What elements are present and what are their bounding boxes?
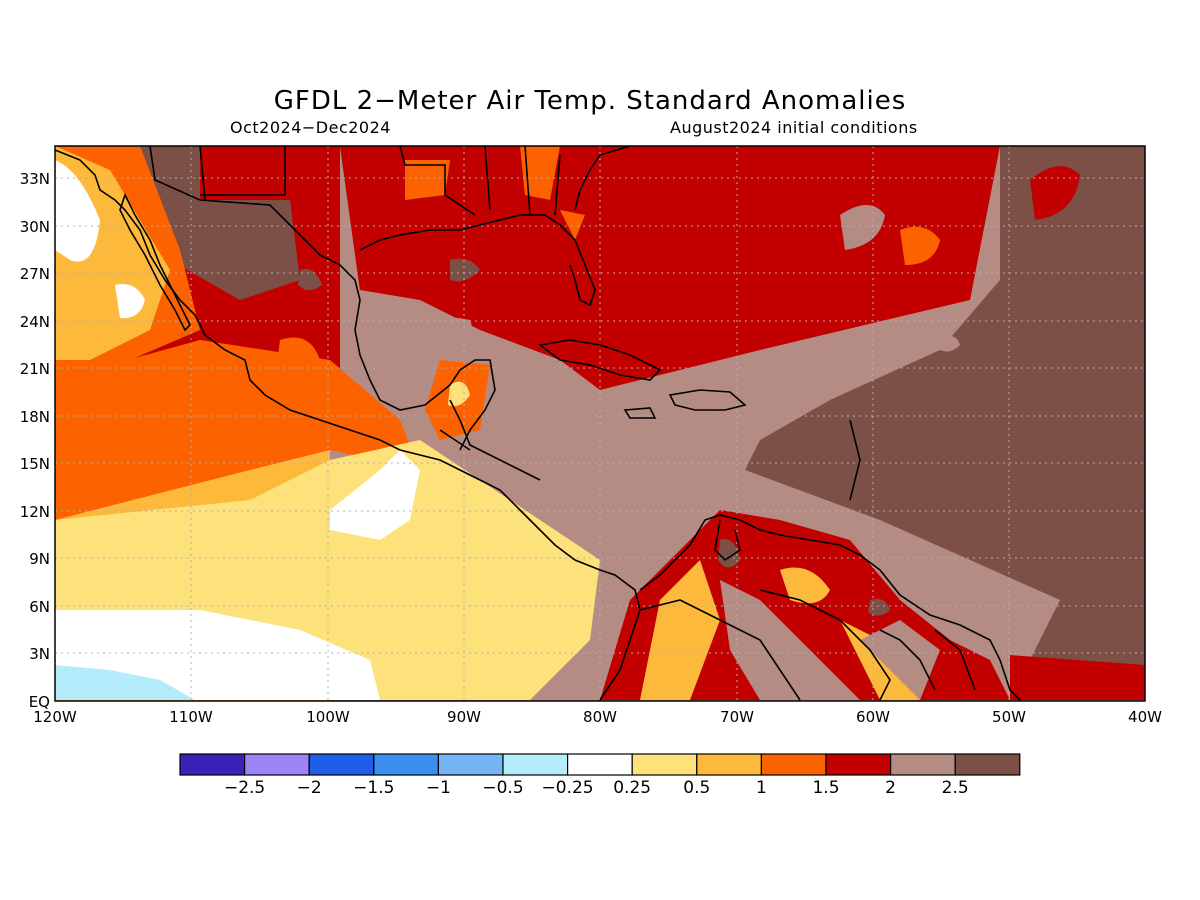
colorbar: −2.5 −2 −1.5 −1 −0.5 −0.25 0.25 0.5 1 1.5 2 2.5 [179, 753, 1021, 798]
lat-label: 30N [20, 218, 50, 236]
colorbar-swatch [244, 753, 310, 776]
colorbar-label: −1.5 [353, 778, 394, 798]
colorbar-swatch [502, 753, 569, 776]
forecast-period: Oct2024−Dec2024 [230, 118, 391, 137]
colorbar-swatch [954, 753, 1021, 776]
coastlines [55, 146, 1021, 701]
lat-label: 33N [20, 170, 50, 188]
colorbar-label: −0.25 [542, 778, 594, 798]
lat-label: 27N [20, 265, 50, 283]
colorbar-label: 0.25 [613, 778, 651, 798]
lat-label: 6N [29, 598, 50, 616]
lon-label: 60W [856, 708, 890, 726]
graticule [55, 146, 1145, 701]
lon-label: 50W [992, 708, 1026, 726]
colorbar-label: −1 [426, 778, 451, 798]
lon-label: 70W [720, 708, 754, 726]
longitude-labels: 120W 110W 100W 90W 80W 70W 60W 50W 40W [33, 708, 1162, 726]
colorbar-swatch [631, 753, 698, 776]
colorbar-swatch [696, 753, 762, 776]
lat-label: 18N [20, 408, 50, 426]
lat-label: 12N [20, 503, 50, 521]
colorbar-label: 1 [756, 778, 767, 798]
lon-label: 80W [583, 708, 617, 726]
colorbar-label: 0.5 [683, 778, 710, 798]
lon-label: 110W [169, 708, 213, 726]
colorbar-label: −0.5 [482, 778, 523, 798]
lat-label: 24N [20, 313, 50, 331]
colorbar-label: 1.5 [812, 778, 839, 798]
latitude-labels: 33N 30N 27N 24N 21N 18N 15N 12N 9N 6N 3N… [20, 170, 50, 711]
lon-label: 100W [306, 708, 350, 726]
colorbar-label: 2.5 [942, 778, 969, 798]
colorbar-swatch [566, 753, 633, 776]
lat-label: 21N [20, 360, 50, 378]
lon-label: 120W [33, 708, 77, 726]
lat-label: EQ [29, 693, 50, 711]
lat-label: 15N [20, 455, 50, 473]
colorbar-swatch [437, 753, 504, 776]
colorbar-swatch [889, 753, 956, 776]
map-frame [54, 145, 1146, 702]
colorbar-swatch [373, 753, 439, 776]
lat-label: 9N [29, 550, 50, 568]
lat-label: 3N [29, 645, 50, 663]
colorbar-label: 2 [885, 778, 896, 798]
colorbar-label: −2 [297, 778, 322, 798]
lon-label: 40W [1128, 708, 1162, 726]
initial-conditions: August2024 initial conditions [670, 118, 918, 137]
colorbar-swatch [308, 753, 375, 776]
colorbar-swatch [760, 753, 827, 776]
colorbar-label: −2.5 [224, 778, 265, 798]
colorbar-swatch [179, 753, 246, 776]
map-title: GFDL 2−Meter Air Temp. Standard Anomalie… [273, 86, 907, 116]
colorbar-swatch [825, 753, 892, 776]
lon-label: 90W [447, 708, 481, 726]
